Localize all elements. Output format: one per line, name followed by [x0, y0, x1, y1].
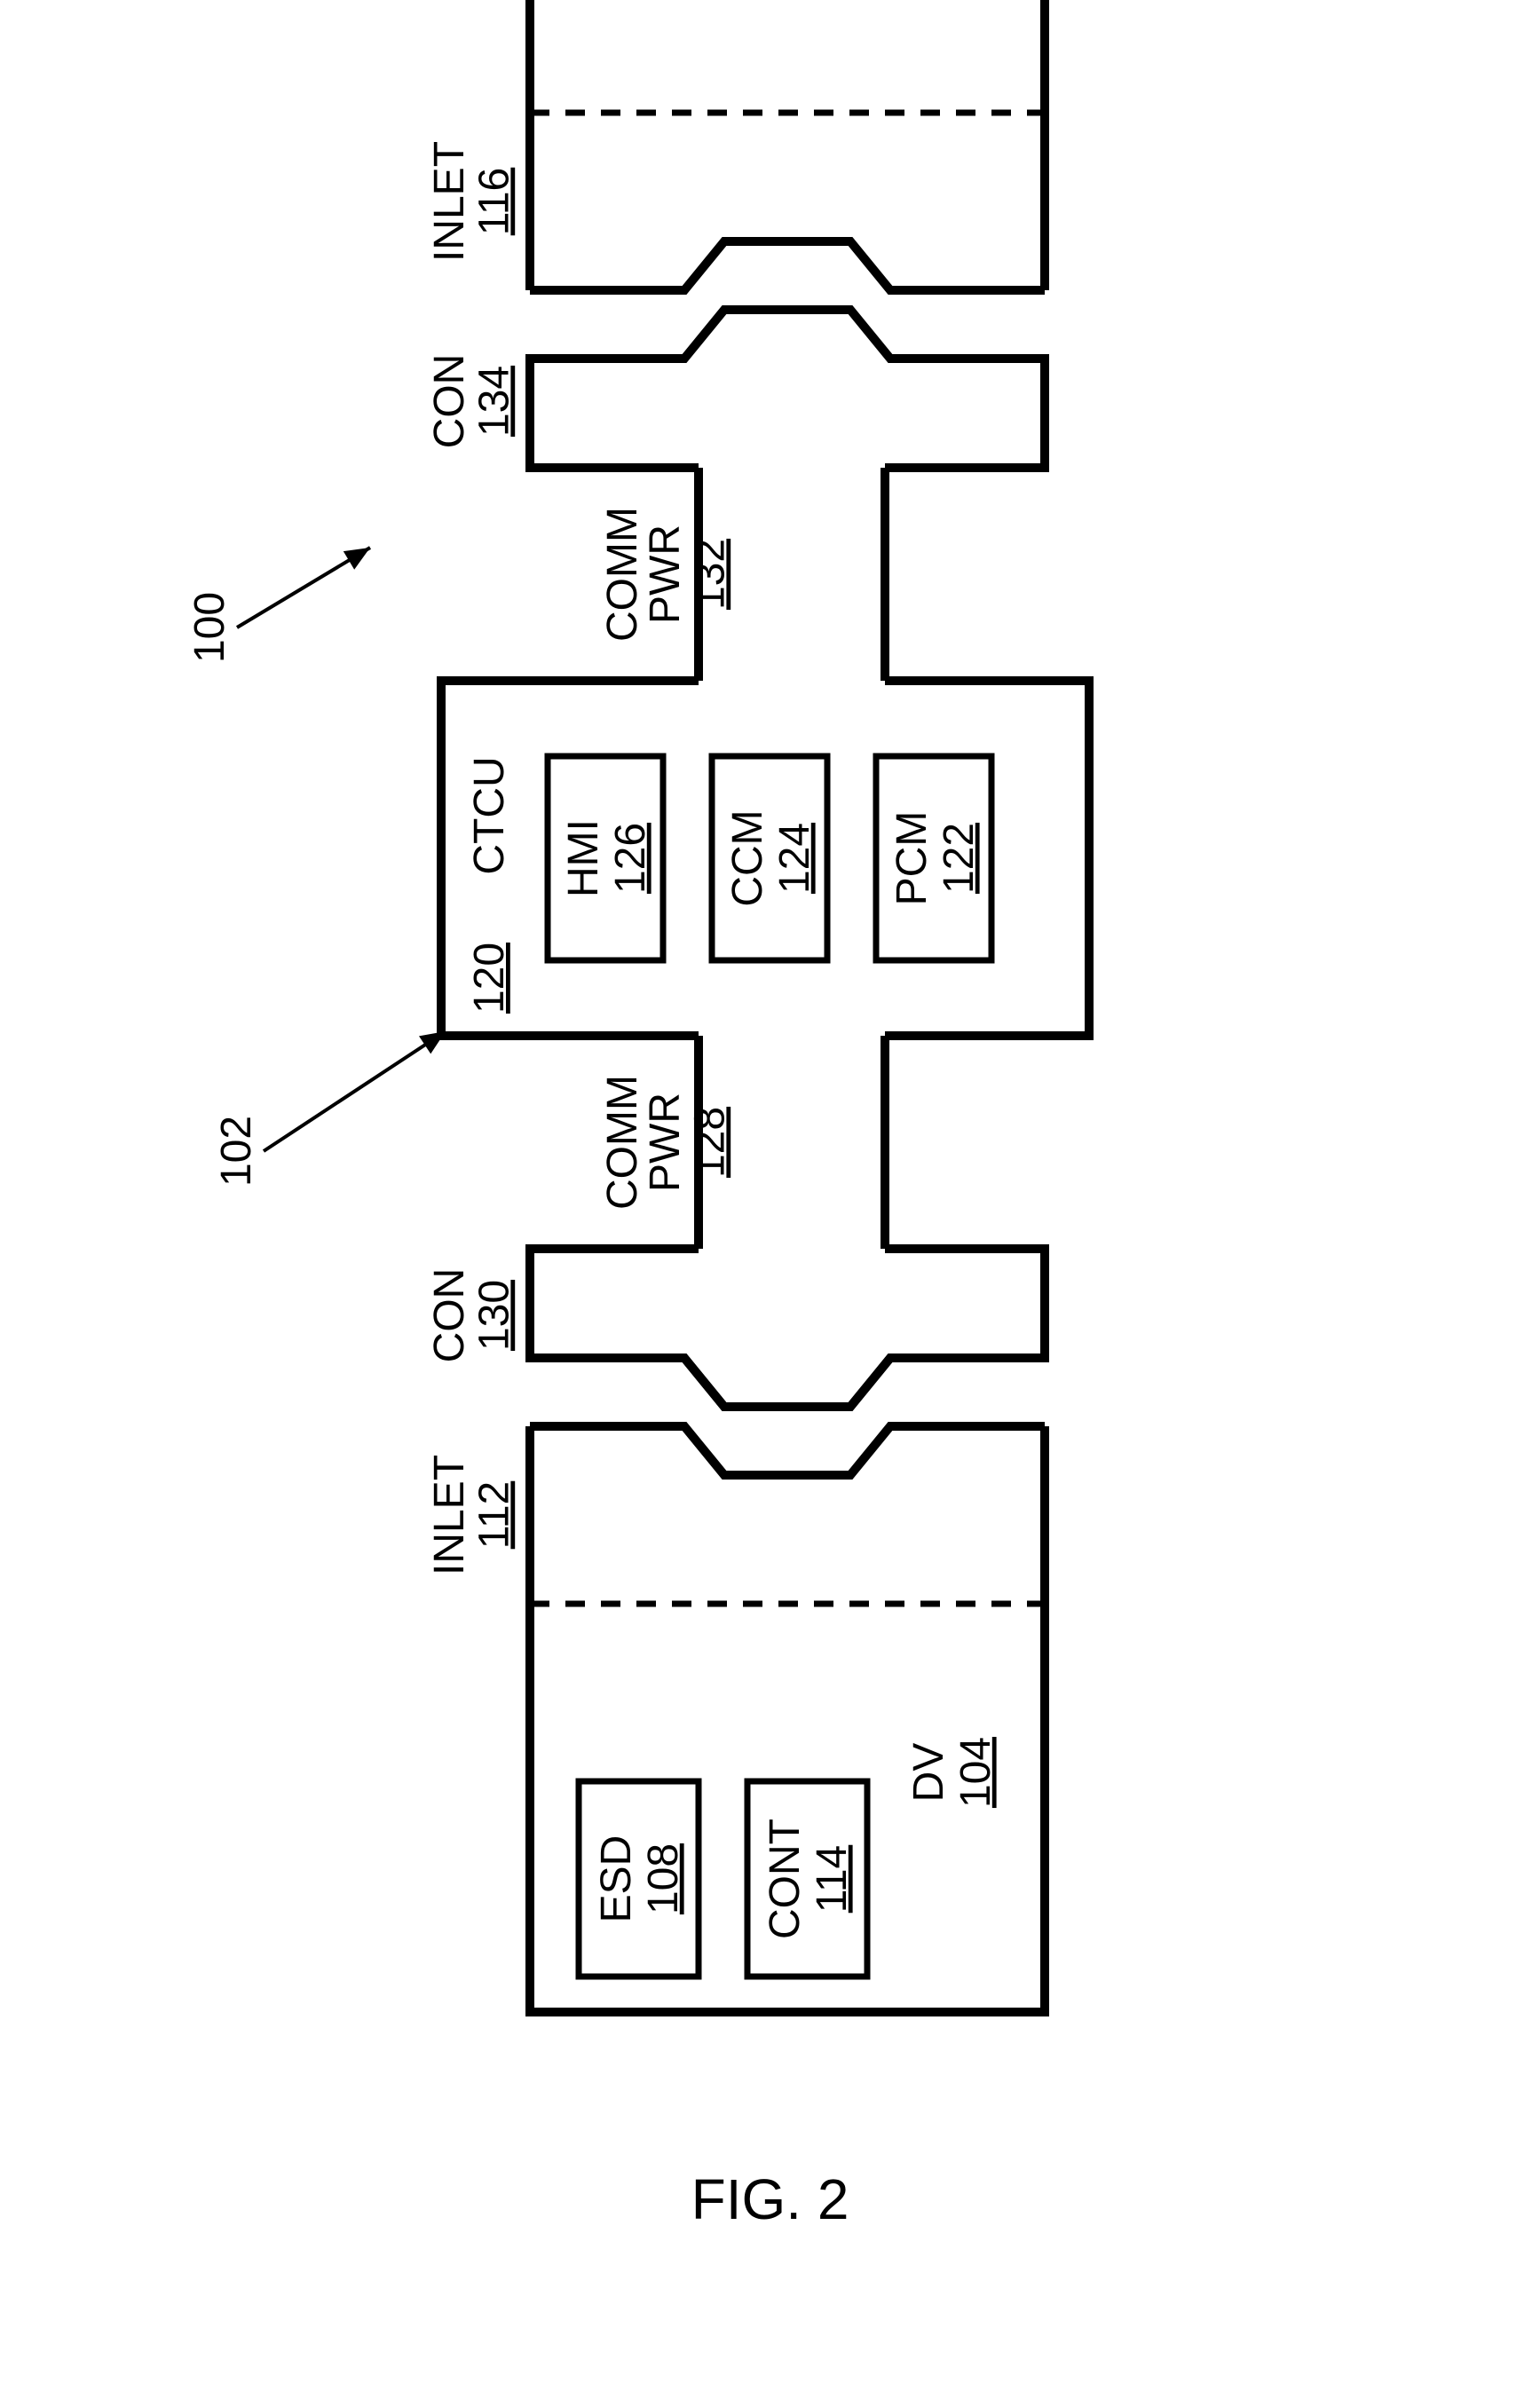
svg-text:124: 124	[771, 823, 818, 894]
svg-text:CON: CON	[426, 1268, 473, 1363]
svg-text:PCM: PCM	[888, 811, 936, 906]
svg-text:130: 130	[470, 1280, 517, 1351]
svg-text:CCM: CCM	[724, 809, 771, 906]
svg-text:102: 102	[213, 1116, 260, 1187]
svg-text:120: 120	[466, 943, 513, 1014]
svg-text:116: 116	[470, 168, 517, 236]
svg-text:COMM: COMM	[599, 1075, 646, 1210]
svg-text:CONT: CONT	[762, 1819, 809, 1939]
svg-text:PWR: PWR	[642, 1093, 689, 1192]
svg-text:126: 126	[607, 823, 654, 894]
svg-text:132: 132	[686, 539, 733, 610]
svg-text:134: 134	[470, 366, 517, 437]
svg-text:PWR: PWR	[642, 525, 689, 624]
figure-label: FIG. 2	[691, 2167, 849, 2231]
svg-text:128: 128	[686, 1107, 733, 1178]
svg-text:112: 112	[470, 1481, 517, 1550]
svg-text:COMM: COMM	[599, 507, 646, 642]
svg-text:104: 104	[952, 1737, 999, 1808]
svg-text:DV: DV	[905, 1743, 952, 1803]
figure-svg: ESD108CONT114DV104INLET112CON130COMMPWR1…	[0, 0, 1540, 2407]
svg-text:CTCU: CTCU	[466, 756, 513, 874]
svg-text:100: 100	[186, 592, 233, 663]
svg-text:108: 108	[640, 1843, 687, 1914]
svg-text:122: 122	[936, 823, 983, 894]
svg-text:HMI: HMI	[560, 819, 607, 897]
svg-text:INLET: INLET	[426, 141, 473, 262]
svg-text:114: 114	[809, 1845, 856, 1914]
svg-text:INLET: INLET	[426, 1455, 473, 1575]
svg-text:CON: CON	[426, 354, 473, 449]
svg-text:ESD: ESD	[593, 1835, 640, 1923]
